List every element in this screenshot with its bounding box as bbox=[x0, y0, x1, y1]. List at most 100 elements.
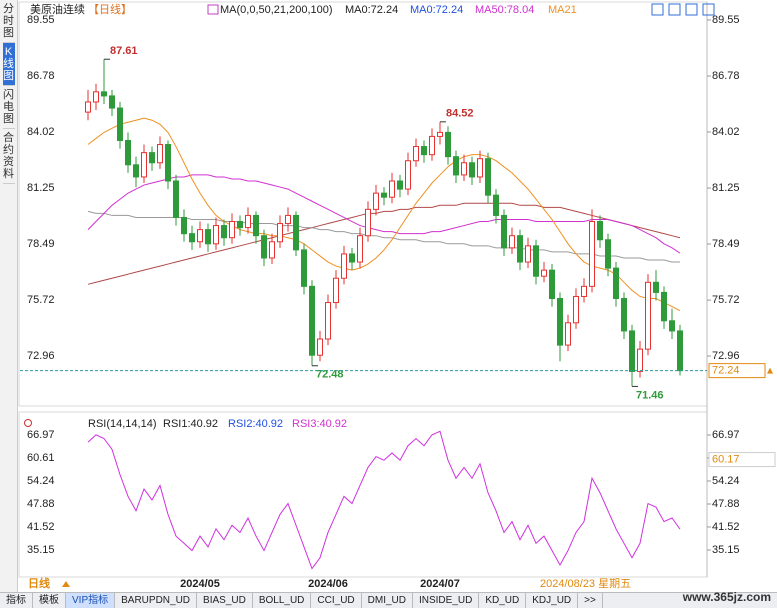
y-tick-label-right: 86.78 bbox=[712, 70, 740, 82]
indicator-tab[interactable]: KD_UD bbox=[479, 593, 527, 608]
x-tick-label: 2024/05 bbox=[180, 578, 220, 590]
sidebar-tab[interactable]: 分时图 bbox=[2, 0, 15, 43]
indicator-tab[interactable]: >> bbox=[578, 593, 603, 608]
candle-body bbox=[389, 180, 395, 198]
tab-bar: 指标 模板 VIP指标 BARUPDN_UD BIAS_UD BOLL_UD CCI_UD D… bbox=[0, 592, 777, 608]
candle-body bbox=[301, 249, 307, 287]
candle-body bbox=[533, 245, 539, 277]
candle-body bbox=[445, 131, 451, 158]
candle-body bbox=[613, 267, 619, 299]
candle-body bbox=[317, 338, 323, 356]
low-annotation: 72.48 bbox=[316, 369, 344, 381]
indicator-tab[interactable]: KDJ_UD bbox=[526, 593, 579, 608]
y-tick-label: 75.72 bbox=[27, 294, 55, 306]
indicator-tab[interactable]: CCI_UD bbox=[311, 593, 362, 608]
y-tick-label-right: 84.02 bbox=[712, 126, 740, 138]
candle-body bbox=[637, 348, 643, 372]
candle-body bbox=[173, 180, 179, 218]
y-tick-label-right: 78.49 bbox=[712, 238, 740, 250]
candle-body bbox=[357, 235, 363, 263]
sidebar-tab[interactable]: 合约资料 bbox=[2, 129, 15, 184]
candle-body bbox=[517, 235, 523, 263]
candle-body bbox=[589, 221, 595, 287]
period-arrow bbox=[62, 581, 70, 587]
sidebar-tab[interactable]: 闪电图 bbox=[2, 86, 15, 129]
sidebar: 分时图 K线图 闪电图 合约资料 bbox=[0, 0, 18, 592]
ma-icon bbox=[207, 4, 219, 15]
candle-body bbox=[549, 269, 555, 299]
y-tick-label: 72.96 bbox=[27, 350, 55, 362]
chart: 日线 美原油连续 【日线】 MA(0,0,50,21,200,100) MA0:7… bbox=[18, 1, 776, 590]
ma-legend: MA0:72.24 bbox=[345, 4, 398, 16]
rsi-tick-label-right: 35.15 bbox=[712, 544, 740, 556]
candle-body bbox=[453, 156, 459, 176]
price-label: 72.24 bbox=[712, 365, 740, 377]
candle-body bbox=[405, 160, 411, 190]
candle-body bbox=[557, 297, 563, 346]
candle-body bbox=[133, 164, 139, 178]
candle-body bbox=[437, 131, 443, 137]
ma-line bbox=[87, 202, 681, 285]
candle-body bbox=[373, 192, 379, 210]
candle-body bbox=[85, 101, 91, 113]
y-tick-label: 84.02 bbox=[27, 126, 55, 138]
settings-icon bbox=[24, 419, 32, 427]
candle-body bbox=[581, 285, 587, 297]
candle-body bbox=[269, 241, 275, 259]
candle-body bbox=[653, 281, 659, 293]
price-panel-frame bbox=[18, 1, 708, 407]
indicator-tab[interactable]: 模板 bbox=[33, 593, 66, 608]
candle-body bbox=[645, 281, 651, 350]
indicator-tab[interactable]: 指标 bbox=[0, 593, 33, 608]
rsi-legend: RSI3:40.92 bbox=[292, 418, 347, 430]
candle-body bbox=[333, 277, 339, 304]
rsi-legend: RSI(14,14,14) bbox=[88, 418, 156, 430]
candle-body bbox=[629, 330, 635, 372]
ma-legend: MA(0,0,50,21,200,100) bbox=[220, 4, 333, 16]
candle-body bbox=[421, 146, 427, 156]
y-tick-label: 78.49 bbox=[27, 238, 55, 250]
candle-body bbox=[397, 180, 403, 190]
watermark: www.365jz.com bbox=[682, 590, 771, 604]
y-tick-label-right: 81.25 bbox=[712, 182, 740, 194]
candle-body bbox=[661, 291, 667, 322]
candle-body bbox=[477, 158, 483, 178]
cursor-date: 2024/08/23 星期五 bbox=[540, 577, 631, 590]
ma-line bbox=[87, 117, 681, 312]
rsi-legend: RSI1:40.92 bbox=[163, 418, 218, 430]
y-tick-label: 81.25 bbox=[27, 182, 55, 194]
rsi-tick-label-right: 54.24 bbox=[712, 475, 740, 487]
candle-body bbox=[525, 245, 531, 263]
candle-body bbox=[285, 214, 291, 225]
candle-body bbox=[253, 214, 259, 237]
chart-title: 美原油连续 bbox=[30, 2, 85, 16]
period-label: 日线 bbox=[28, 576, 50, 590]
rsi-cursor-label: 60.17 bbox=[712, 453, 740, 465]
sidebar-tab[interactable]: K线图 bbox=[2, 43, 15, 86]
period-tag: 【日线】 bbox=[88, 2, 132, 16]
rsi-tick-label-right: 41.52 bbox=[712, 521, 740, 533]
candle-body bbox=[101, 91, 107, 97]
indicator-tab[interactable]: BOLL_UD bbox=[253, 593, 312, 608]
candle-body bbox=[677, 330, 683, 372]
candle-body bbox=[413, 146, 419, 162]
candle-body bbox=[501, 214, 507, 249]
candle-body bbox=[461, 162, 467, 176]
candle-body bbox=[157, 144, 163, 164]
rsi-tick-label: 35.15 bbox=[27, 544, 55, 556]
candle-body bbox=[197, 229, 203, 243]
indicator-tab[interactable]: BIAS_UD bbox=[197, 593, 253, 608]
indicator-tab[interactable]: BARUPDN_UD bbox=[115, 593, 198, 608]
candle-body bbox=[509, 235, 515, 249]
candle-body bbox=[229, 221, 235, 239]
ma-line bbox=[87, 174, 681, 254]
candle-body bbox=[341, 253, 347, 279]
indicator-tab[interactable]: VIP指标 bbox=[66, 593, 116, 608]
indicator-tab[interactable]: INSIDE_UD bbox=[413, 593, 480, 608]
x-tick-label: 2024/07 bbox=[420, 578, 460, 590]
candle-body bbox=[245, 214, 251, 229]
rsi-tick-label: 47.88 bbox=[27, 498, 55, 510]
indicator-tab[interactable]: DMI_UD bbox=[362, 593, 413, 608]
rsi-cursor-box bbox=[708, 452, 776, 468]
y-tick-label: 89.55 bbox=[27, 14, 55, 26]
